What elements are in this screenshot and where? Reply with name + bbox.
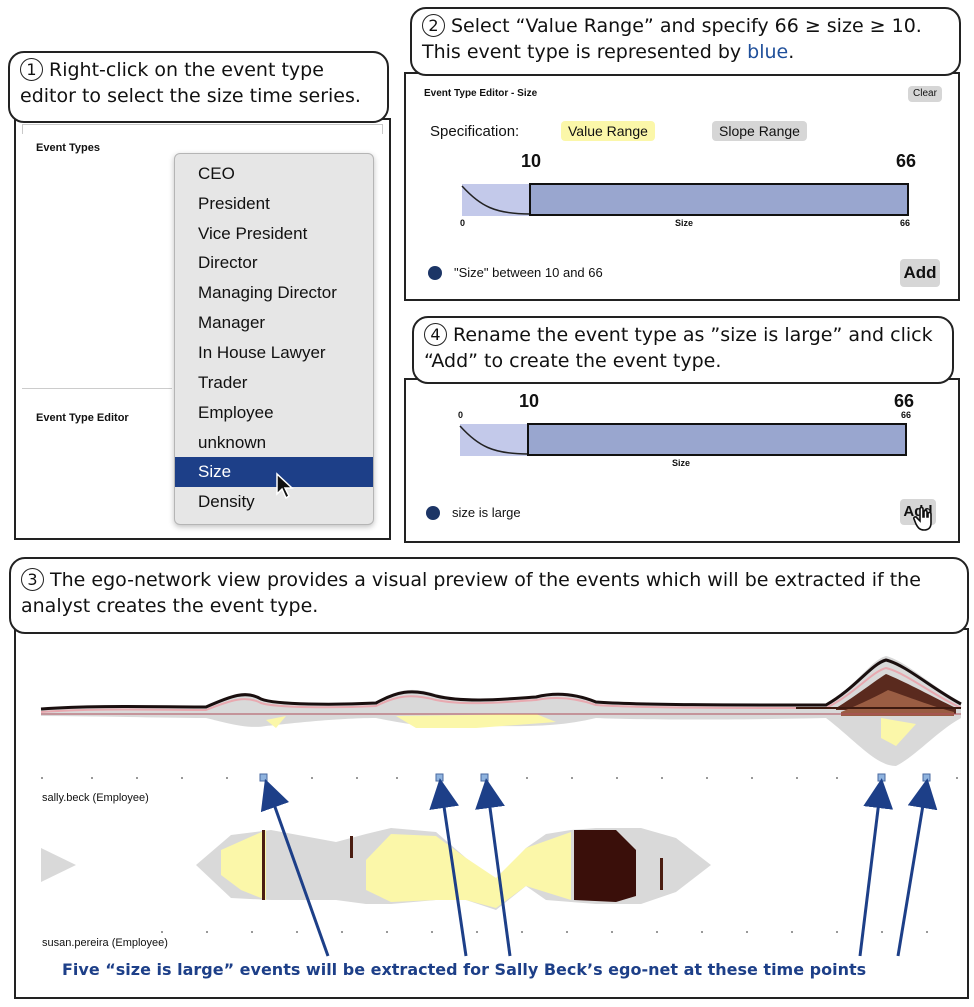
specification-label: Specification: [430, 123, 520, 140]
event-color-dot [426, 506, 440, 520]
event-type-editor-panel: Event Type Editor - Size Clear Specifica… [404, 72, 960, 301]
event-types-label: Event Types [36, 142, 100, 154]
range-max-value: 66 [896, 151, 917, 171]
slope-range-button[interactable]: Slope Range [712, 121, 807, 141]
time-ticks [161, 931, 928, 933]
axis-label: Size [675, 218, 694, 228]
dyad-row-label: susan.pereira (Employee) [42, 937, 168, 949]
add-button[interactable]: Add [900, 259, 940, 287]
panel-frame-top [22, 124, 383, 134]
value-range-button[interactable]: Value Range [561, 121, 655, 141]
axis-max-label: 66 [901, 410, 912, 420]
size-distribution-chart[interactable] [458, 422, 910, 458]
ego-network-streamgraph[interactable] [36, 646, 966, 792]
divider [22, 388, 172, 389]
axis-label: Size [672, 458, 691, 468]
arrow-caption: Five “size is large” events will be extr… [62, 960, 867, 979]
callout-step-4: 4 Rename the event type as ”size is large… [412, 316, 954, 384]
step-number: 3 [21, 568, 44, 591]
event-type-editor-label[interactable]: Event Type Editor [36, 412, 129, 424]
callout-step-3: 3 The ego-network view provides a visual … [9, 557, 969, 634]
annotation-arrows [260, 778, 938, 957]
menu-item-vice-president[interactable]: Vice President [198, 224, 308, 243]
event-color-dot [428, 266, 442, 280]
menu-item-managing-director[interactable]: Managing Director [198, 283, 337, 302]
callout-step-2: 2 Select “Value Range” and specify 66 ≥ s… [410, 7, 961, 76]
menu-item-density[interactable]: Density [198, 492, 255, 511]
range-min-value: 10 [521, 151, 542, 171]
event-type-name-field[interactable]: size is large [452, 505, 521, 520]
callout-text-end: . [788, 41, 795, 63]
event-type-name[interactable]: "Size" between 10 and 66 [454, 265, 603, 280]
callout-text: The ego-network view provides a visual p… [21, 569, 921, 617]
menu-item-ceo[interactable]: CEO [198, 164, 235, 183]
menu-item-president[interactable]: President [198, 194, 270, 213]
editor-title: Event Type Editor - Size [424, 88, 538, 99]
axis-min-label: 0 [460, 218, 466, 228]
callout-color-word: blue [747, 41, 789, 63]
menu-item-unknown[interactable]: unknown [198, 433, 267, 452]
ego-row-label: sally.beck (Employee) [42, 792, 149, 804]
menu-item-director[interactable]: Director [198, 253, 258, 272]
callout-text: Right-click on the event type editor to … [20, 59, 361, 107]
step-number: 2 [422, 14, 445, 37]
range-min-value: 10 [519, 391, 540, 411]
hand-cursor-icon [913, 506, 932, 531]
menu-item-size[interactable]: Size [175, 457, 373, 487]
clear-button[interactable]: Clear [908, 86, 942, 102]
callout-text: Rename the event type as ”size is large”… [424, 324, 933, 372]
menu-item-manager[interactable]: Manager [198, 313, 266, 332]
step-number: 4 [424, 323, 447, 346]
callout-text: Select “Value Range” and specify 66 ≥ si… [422, 15, 922, 63]
step-number: 1 [20, 58, 43, 81]
menu-item-trader[interactable]: Trader [198, 373, 248, 392]
ego-network-view-panel: sally.beck (Employee) susan.pereira (Emp… [14, 628, 969, 999]
mouse-cursor-icon [276, 472, 294, 500]
range-max-value: 66 [894, 391, 915, 411]
size-distribution-chart[interactable] [460, 182, 912, 218]
context-menu: CEO President Vice President Director Ma… [174, 153, 374, 525]
callout-step-1: 1 Right-click on the event type editor to… [8, 51, 389, 123]
menu-item-employee[interactable]: Employee [198, 403, 274, 422]
axis-min-label: 0 [458, 410, 464, 420]
renamed-event-type-panel: 10 66 0 66 Size size is large Add [404, 378, 960, 543]
menu-item-in-house-lawyer[interactable]: In House Lawyer [198, 343, 326, 362]
axis-max-label: 66 [900, 218, 911, 228]
